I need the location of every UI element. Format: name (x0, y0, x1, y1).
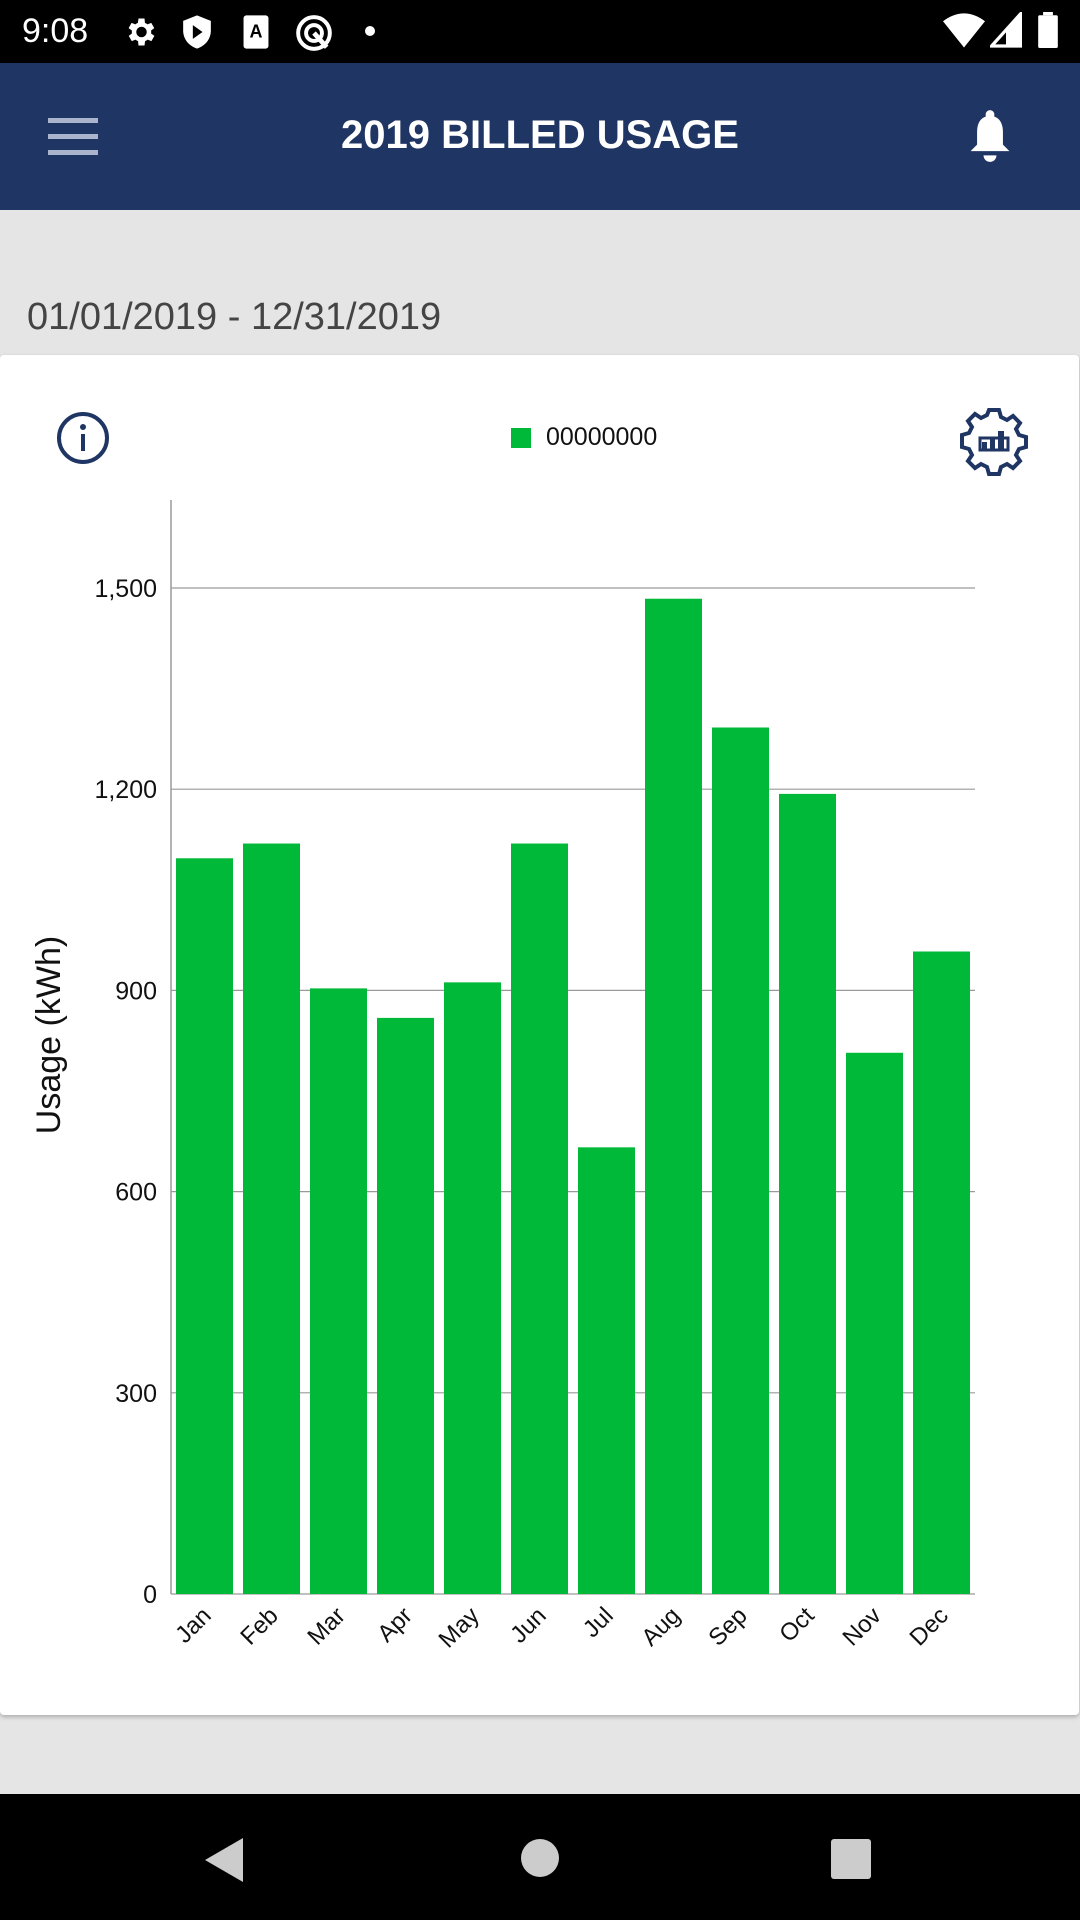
battery-icon (1038, 12, 1058, 48)
x-tick-label: May (434, 1602, 485, 1653)
navigation-bar (0, 1794, 1080, 1920)
svg-text:A: A (250, 22, 263, 42)
y-axis-label: Usage (kWh) (30, 936, 68, 1134)
settings-icon (128, 18, 155, 46)
bar-feb (243, 843, 300, 1594)
recents-icon[interactable] (831, 1839, 871, 1879)
back-icon[interactable] (205, 1838, 245, 1882)
chart-legend: 00000000 (511, 423, 657, 452)
bar-nov (846, 1052, 903, 1594)
x-tick-label: Feb (235, 1602, 283, 1650)
cell-signal-icon (990, 12, 1022, 48)
bar-oct (779, 793, 836, 1594)
date-range: 01/01/2019 - 12/31/2019 (27, 296, 442, 338)
notification-dot-icon (365, 26, 375, 36)
bar-may (444, 982, 501, 1594)
bar-chart: 0 300 600 900 1,200 1,500 Jan Feb Mar Apr May Jun Ju… (30, 500, 975, 1653)
y-tick-label: 300 (115, 1380, 157, 1408)
status-bar: 9:08 A (0, 0, 1080, 63)
y-tick-label: 1,500 (94, 575, 157, 603)
y-tick-label: 600 (115, 1179, 157, 1207)
x-tick-label: Jul (578, 1602, 619, 1643)
x-tick-label: Sep (703, 1602, 752, 1651)
bar-jun (511, 843, 568, 1594)
notifications-bell-icon[interactable] (964, 108, 1016, 164)
bar-jul (578, 1147, 635, 1594)
bar-sep (712, 727, 769, 1594)
x-tick-label: Aug (636, 1602, 685, 1651)
legend-label: 00000000 (546, 423, 658, 451)
y-tick-label: 900 (115, 977, 157, 1005)
x-tick-label: Jan (170, 1602, 216, 1648)
x-tick-label: Oct (774, 1602, 820, 1648)
usage-chart-card: 00000000 0 300 600 900 1,200 1,500 Jan Feb Mar Ap… (0, 355, 1079, 1715)
menu-button[interactable] (48, 118, 98, 155)
status-time: 9:08 (22, 12, 89, 50)
y-tick-label: 1,200 (94, 776, 157, 804)
app-toolbar: 2019 BILLED USAGE (0, 63, 1080, 210)
x-tick-label: Jun (505, 1602, 551, 1648)
bar-dec (913, 951, 970, 1594)
wifi-icon (943, 13, 985, 48)
x-tick-label: Nov (837, 1602, 886, 1651)
x-tick-label: Dec (904, 1602, 953, 1651)
chart-settings-gear-icon[interactable] (958, 404, 1030, 476)
x-tick-label: Mar (302, 1602, 350, 1650)
bar-aug (645, 598, 702, 1594)
home-icon[interactable] (520, 1838, 560, 1878)
bar-apr (377, 1017, 434, 1594)
info-icon[interactable] (55, 410, 111, 466)
bar-jan (176, 858, 233, 1594)
bar-mar (310, 988, 367, 1594)
shield-play-icon (183, 15, 211, 49)
font-icon: A (243, 15, 269, 49)
x-tick-label: Apr (372, 1602, 418, 1648)
legend-swatch (511, 427, 531, 448)
page-title: 2019 BILLED USAGE (341, 113, 739, 157)
q-app-icon (296, 15, 332, 51)
y-tick-label: 0 (143, 1581, 157, 1609)
